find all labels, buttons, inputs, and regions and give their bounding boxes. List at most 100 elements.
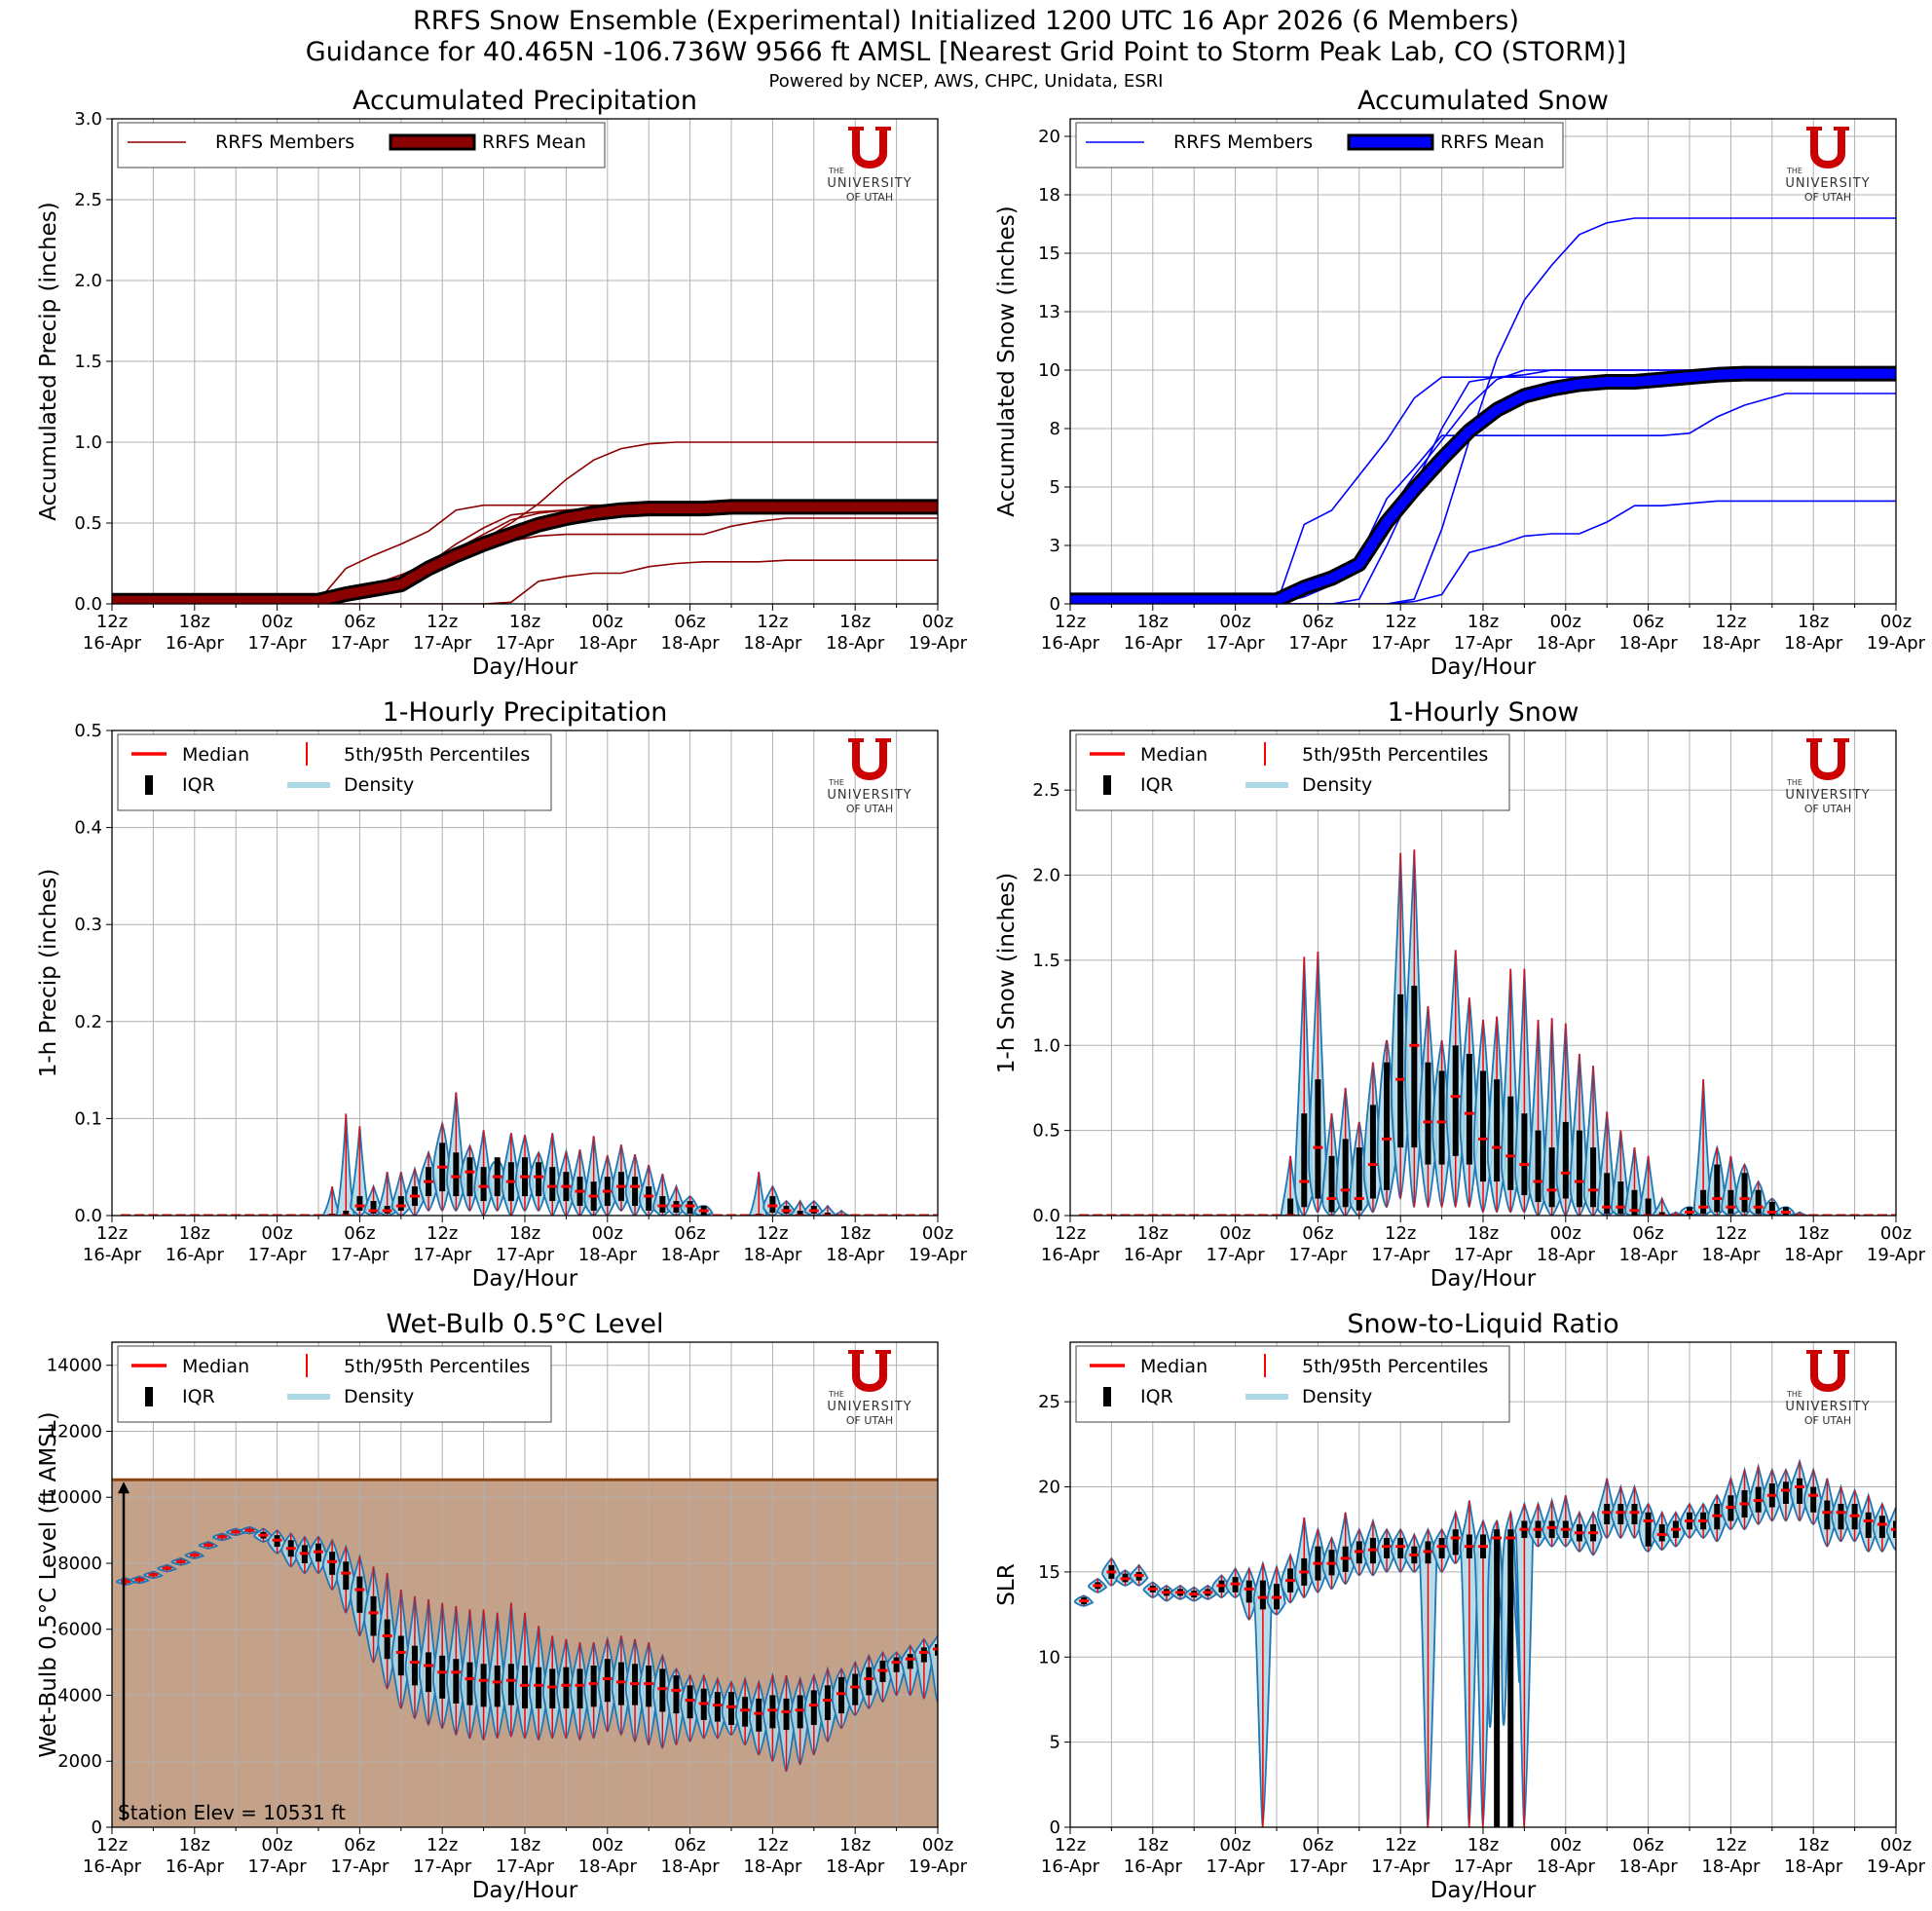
x-tick-label-hour: 06z — [344, 1835, 375, 1855]
x-tick-label-day: 17-Apr — [1207, 633, 1266, 654]
violin-iqr-box — [838, 1676, 845, 1714]
panel-title: 1-Hourly Precipitation — [383, 697, 668, 728]
x-tick-label-hour: 18z — [1137, 1223, 1169, 1244]
violin-iqr-box — [646, 1666, 652, 1707]
violin-iqr-box — [617, 1662, 624, 1705]
logo-text-bottom: OF UTAH — [1804, 191, 1851, 204]
x-tick-label-hour: 18z — [509, 1835, 540, 1855]
legend-box — [1075, 122, 1564, 169]
x-tick-label-hour: 18z — [839, 612, 871, 632]
violin — [1528, 1501, 1548, 1548]
x-tick-label-day: 17-Apr — [496, 1245, 555, 1265]
x-tick-label-day: 19-Apr — [1867, 633, 1926, 654]
violin-iqr-box — [659, 1668, 666, 1712]
violin — [1885, 1505, 1896, 1552]
legend-iqr-swatch — [1103, 775, 1111, 795]
logo-u-icon — [848, 1350, 891, 1392]
x-tick-label-day: 17-Apr — [496, 1856, 555, 1877]
logo-text-top: THE — [828, 778, 844, 787]
violin — [1514, 968, 1535, 1214]
logo-u-icon — [1806, 127, 1849, 169]
data-layer — [1079, 849, 1896, 1216]
violin-iqr-box — [893, 1657, 900, 1672]
violin-iqr-box — [1700, 1189, 1707, 1215]
y-tick-label: 2000 — [57, 1751, 102, 1772]
x-tick-label-day: 18-Apr — [578, 633, 638, 654]
y-tick-label: 5 — [1050, 477, 1060, 498]
violin-iqr-box — [1507, 1529, 1514, 1827]
x-tick-label-day: 16-Apr — [166, 1245, 225, 1265]
violin-iqr-box — [1797, 1478, 1803, 1504]
grid — [1069, 119, 1897, 605]
violin — [528, 1150, 548, 1212]
violin-iqr-box — [1548, 1520, 1555, 1538]
x-tick-label-hour: 18z — [1468, 612, 1499, 632]
x-tick-label-hour: 12z — [427, 612, 458, 632]
x-tick-label-day: 17-Apr — [1371, 1245, 1430, 1265]
violin-iqr-box — [920, 1647, 927, 1663]
panel-title: Snow-to-Liquid Ratio — [1347, 1309, 1618, 1339]
x-tick-label-hour: 12z — [427, 1223, 458, 1244]
panel-wetbulb: Wet-Bulb 0.5°C Level Station Elev = 10531… — [36, 1309, 968, 1903]
logo-u-icon — [1806, 1350, 1849, 1392]
violin-iqr-box — [687, 1685, 693, 1719]
violin — [184, 1551, 205, 1559]
x-tick-label-hour: 00z — [1550, 1835, 1581, 1855]
logo-text-bottom: OF UTAH — [1804, 803, 1851, 815]
x-tick-label-hour: 06z — [674, 612, 705, 632]
violin-iqr-box — [1342, 1139, 1349, 1208]
x-tick-label-hour: 00z — [592, 612, 623, 632]
violin — [859, 1653, 879, 1709]
x-tick-label-day: 17-Apr — [1288, 1856, 1348, 1877]
violin-iqr-box — [810, 1690, 817, 1725]
legend-density-label: Density — [1302, 1386, 1372, 1407]
logo-text-top: THE — [1786, 167, 1802, 175]
legend-iqr-label: IQR — [1140, 774, 1173, 796]
legend-median-label: Median — [182, 744, 249, 766]
violin-iqr-box — [1838, 1504, 1844, 1530]
violin-iqr-box — [536, 1667, 542, 1709]
violin-iqr-box — [466, 1662, 473, 1705]
violin — [1211, 1574, 1232, 1599]
y-tick-label: 0.5 — [74, 721, 102, 741]
member-line-5 — [1070, 500, 1896, 604]
legend-percentile-label: 5th/95th Percentiles — [1302, 744, 1488, 766]
x-tick-label-hour: 18z — [179, 1223, 210, 1244]
y-tick-label: 2.0 — [1032, 866, 1060, 886]
violin-iqr-box — [1631, 1504, 1638, 1524]
y-tick-label: 14000 — [47, 1356, 102, 1376]
legend-box — [117, 733, 552, 811]
x-tick-label-day: 17-Apr — [413, 1856, 472, 1877]
violin-iqr-box — [1617, 1504, 1624, 1524]
logo-u-icon — [848, 738, 891, 780]
violin — [1129, 1563, 1149, 1587]
violin-iqr-box — [370, 1595, 377, 1636]
x-tick-label-hour: 12z — [96, 1835, 128, 1855]
x-tick-label-day: 18-Apr — [1537, 1245, 1596, 1265]
violin-iqr-box — [1810, 1486, 1817, 1513]
violin — [776, 1674, 797, 1773]
violin-iqr-box — [1245, 1580, 1252, 1603]
violin-iqr-box — [563, 1667, 570, 1709]
x-tick-label-day: 18-Apr — [1701, 633, 1761, 654]
violin — [1321, 1535, 1342, 1591]
violin-iqr-box — [1411, 986, 1418, 1148]
x-tick-label-hour: 00z — [922, 612, 953, 632]
mean-line — [112, 502, 938, 604]
legend: RRFS Members RRFS Mean — [1075, 122, 1564, 169]
data-layer — [1073, 1458, 1896, 1827]
violin — [556, 1638, 576, 1740]
violin-iqr-box — [907, 1654, 913, 1669]
violin-iqr-box — [397, 1196, 404, 1212]
violin-iqr-box — [397, 1635, 404, 1676]
violin-iqr-box — [1425, 1062, 1431, 1165]
violin — [1404, 849, 1425, 1209]
violin-iqr-box — [1604, 1173, 1611, 1215]
x-tick-label-hour: 00z — [922, 1223, 953, 1244]
legend-box — [117, 122, 606, 169]
logo-text-bottom: OF UTAH — [846, 1414, 893, 1427]
violin — [294, 1535, 315, 1575]
violin-iqr-box — [507, 1664, 514, 1705]
x-tick-label-hour: 12z — [1385, 612, 1416, 632]
violin — [570, 1642, 590, 1742]
